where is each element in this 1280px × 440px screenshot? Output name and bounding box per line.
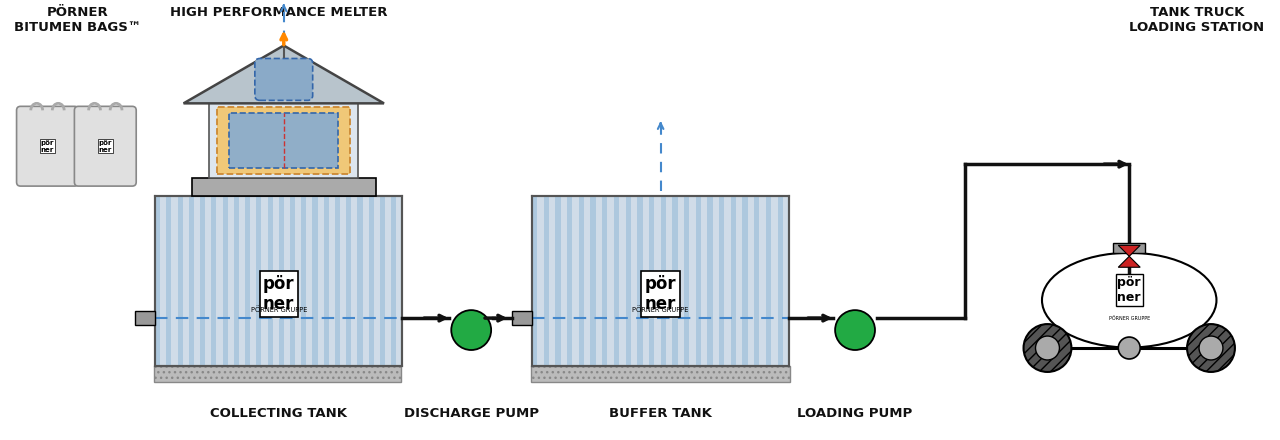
Polygon shape [183,45,384,103]
Circle shape [1024,324,1071,372]
Bar [234,196,239,366]
Text: DISCHARGE PUMP: DISCHARGE PUMP [403,407,539,421]
Bar [567,196,572,366]
Text: pör
ner: pör ner [262,275,294,313]
Bar [369,196,374,366]
Bar [192,178,376,196]
Bar [777,196,783,366]
Bar [846,329,864,342]
Bar [324,196,329,366]
Bar [579,196,584,366]
FancyBboxPatch shape [17,106,78,186]
Circle shape [1036,336,1060,360]
Bar [301,196,306,366]
Bar [291,196,296,366]
Bar [532,196,790,366]
FancyBboxPatch shape [74,106,136,186]
Circle shape [835,310,876,350]
Bar [268,196,273,366]
Text: HIGH PERFORMANCE MELTER: HIGH PERFORMANCE MELTER [170,6,388,18]
Text: pör
ner: pör ner [99,140,111,153]
Bar [637,196,643,366]
Text: TANK TRUCK: TANK TRUCK [1149,6,1244,18]
Circle shape [1199,336,1222,360]
Bar [136,311,155,325]
Bar [210,103,358,178]
Bar [357,196,362,366]
Bar [532,196,538,366]
Bar [154,366,402,381]
Bar [155,196,402,366]
Bar [155,196,160,366]
Bar [380,196,385,366]
FancyBboxPatch shape [255,59,312,100]
Bar [223,196,228,366]
Bar [731,196,736,366]
Bar [312,196,317,366]
Bar [660,196,666,366]
Text: pör
ner: pör ner [41,140,54,153]
Circle shape [452,310,492,350]
Text: pör
ner: pör ner [1117,276,1140,304]
Bar [696,196,701,366]
Bar [189,196,195,366]
Bar [279,196,284,366]
Text: LOADING PUMP: LOADING PUMP [797,407,913,421]
Text: PÖRNER GRUPPE: PÖRNER GRUPPE [632,306,689,313]
Bar [672,196,677,366]
Bar [335,196,340,366]
Bar [626,196,631,366]
Bar [166,196,172,366]
Bar [346,196,351,366]
Ellipse shape [1042,253,1216,348]
Bar [218,107,349,174]
Text: PÖRNER: PÖRNER [46,6,109,18]
Bar [765,196,771,366]
Bar [462,329,480,342]
Bar [178,196,183,366]
Bar [200,196,205,366]
Bar [614,196,620,366]
Bar [211,196,216,366]
Bar [1114,243,1146,253]
Bar [754,196,759,366]
Bar [229,114,338,168]
Bar [708,196,713,366]
Bar [684,196,690,366]
Bar [544,196,549,366]
Bar [590,196,595,366]
Bar [512,311,532,325]
Text: pör
ner: pör ner [645,275,676,313]
Text: COLLECTING TANK: COLLECTING TANK [210,407,347,421]
Bar [392,196,397,366]
Text: BUFFER TANK: BUFFER TANK [609,407,712,421]
Bar [556,196,561,366]
Text: BITUMEN BAGS™: BITUMEN BAGS™ [14,21,141,33]
Polygon shape [1119,256,1140,267]
Text: PÖRNER GRUPPE: PÖRNER GRUPPE [1108,315,1149,321]
Circle shape [1187,324,1235,372]
Bar [531,366,790,381]
Circle shape [1119,337,1140,359]
Polygon shape [1119,246,1140,256]
Bar [649,196,654,366]
Text: LOADING STATION: LOADING STATION [1129,21,1265,33]
Bar [602,196,608,366]
Bar [719,196,724,366]
Bar [244,196,250,366]
Text: PÖRNER GRUPPE: PÖRNER GRUPPE [251,306,307,313]
Bar [742,196,748,366]
Bar [256,196,261,366]
